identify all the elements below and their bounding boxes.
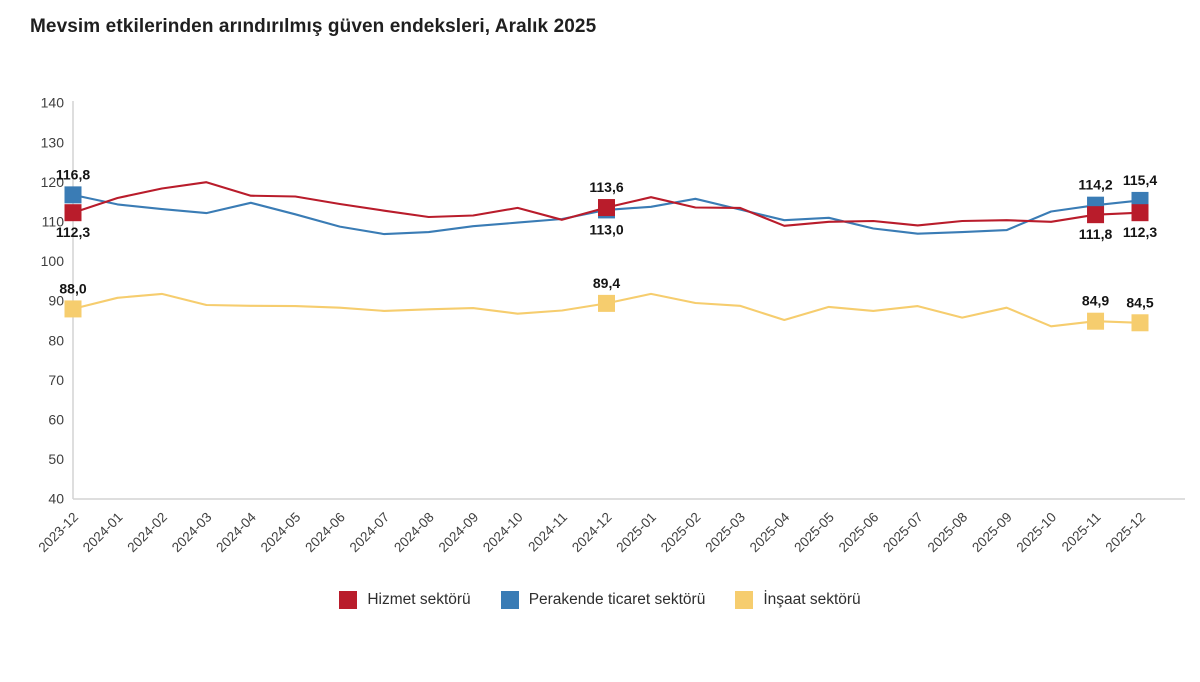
legend-swatch-icon — [339, 591, 358, 609]
data-point-marker — [1131, 204, 1149, 222]
data-point-marker — [1131, 314, 1149, 332]
data-point-label: 113,0 — [589, 221, 623, 237]
y-axis-tick-label: 140 — [41, 95, 65, 111]
x-axis-tick-label: 2024-02 — [124, 510, 170, 556]
data-point-label: 89,4 — [593, 275, 620, 291]
y-axis-tick-label: 110 — [42, 214, 65, 230]
x-axis-tick-label: 2025-03 — [702, 510, 748, 556]
x-axis-tick-label: 2024-04 — [213, 509, 259, 555]
x-axis-tick-label: 2025-11 — [1059, 510, 1104, 555]
x-axis-tick-label: 2025-02 — [658, 510, 704, 556]
y-axis-tick-label: 50 — [48, 451, 64, 467]
y-axis-tick-label: 120 — [41, 174, 65, 190]
data-point-label: 113,6 — [589, 179, 623, 195]
data-point-label: 116,8 — [56, 166, 90, 182]
legend-item-1: Hizmet sektörü — [339, 591, 471, 609]
x-axis-tick-label: 2024-05 — [258, 510, 304, 556]
data-point-label: 84,5 — [1126, 294, 1153, 310]
x-axis-tick-label: 2024-01 — [80, 510, 126, 556]
y-axis-tick-label: 130 — [41, 134, 65, 150]
data-point-label: 112,3 — [1123, 224, 1157, 240]
x-axis-tick-label: 2024-10 — [480, 510, 526, 556]
x-axis-tick-label: 2024-12 — [569, 510, 615, 556]
data-point-label: 84,9 — [1082, 293, 1109, 309]
data-point-label: 88,0 — [59, 280, 86, 296]
x-axis-tick-label: 2025-09 — [969, 510, 1015, 556]
x-axis-tick-label: 2025-12 — [1102, 510, 1148, 556]
y-axis-tick-label: 40 — [48, 491, 64, 507]
y-axis-tick-label: 60 — [48, 412, 64, 428]
y-axis-tick-label: 90 — [48, 293, 64, 309]
data-point-marker — [598, 294, 615, 312]
x-axis-tick-label: 2025-06 — [836, 510, 882, 556]
data-point-label: 115,4 — [1123, 172, 1157, 188]
chart-title: Mevsim etkilerinden arındırılmış güven e… — [30, 16, 597, 37]
y-axis-tick-label: 70 — [48, 372, 64, 388]
line-chart: 40 50 60 70 80 90 100 110 120 130 140 2023-12 2024-0… — [0, 85, 1200, 590]
x-axis-tick-label: 2024-06 — [302, 510, 348, 556]
data-point-label: 111,8 — [1079, 226, 1113, 242]
data-point-marker — [598, 199, 615, 217]
x-axis-tick-label: 2024-08 — [391, 510, 437, 556]
x-axis-tick-label: 2023-12 — [35, 510, 81, 556]
data-point-label: 114,2 — [1078, 177, 1112, 193]
x-axis-tick-label: 2025-08 — [925, 510, 971, 556]
x-axis-tick-label: 2024-07 — [347, 510, 393, 556]
legend-item-label: Hizmet sektörü — [367, 591, 471, 608]
x-axis-tick-label: 2025-10 — [1014, 510, 1060, 556]
data-point-marker — [1087, 206, 1105, 224]
y-axis-tick-label: 80 — [48, 332, 64, 348]
x-axis-tick-label: 2024-09 — [436, 510, 482, 556]
x-axis-tick-label: 2024-11 — [525, 510, 570, 555]
legend-item-3: İnşaat sektörü — [735, 591, 861, 609]
x-axis-tick-label: 2025-01 — [613, 510, 659, 556]
chart-legend: Hizmet sektörü Perakende ticaret sektörü İ… — [0, 591, 1200, 609]
line-chart-canvas: 4050607080901001101201301402023-122024-0… — [35, 95, 1185, 556]
data-point-marker — [64, 300, 82, 318]
legend-item-label: Perakende ticaret sektörü — [528, 591, 706, 608]
data-point-marker — [64, 204, 82, 222]
y-axis-tick-label: 100 — [41, 253, 65, 269]
x-axis-tick-label: 2024-03 — [169, 510, 215, 556]
legend-item-2: Perakende ticaret sektörü — [500, 591, 706, 609]
data-point-marker — [1087, 312, 1105, 330]
x-axis-tick-label: 2025-07 — [880, 510, 926, 556]
legend-swatch-icon — [500, 591, 519, 609]
x-axis-tick-label: 2025-05 — [791, 510, 837, 556]
data-point-label: 112,3 — [56, 224, 90, 240]
legend-swatch-icon — [735, 591, 754, 609]
data-point-marker — [64, 186, 82, 204]
x-axis-tick-label: 2025-04 — [747, 509, 793, 555]
legend-item-label: İnşaat sektörü — [763, 591, 861, 608]
